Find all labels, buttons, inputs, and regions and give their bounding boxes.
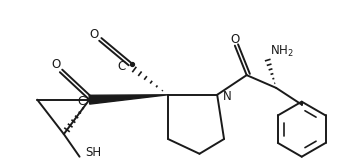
Text: N: N bbox=[223, 90, 232, 103]
Text: O: O bbox=[230, 33, 240, 46]
Text: SH: SH bbox=[86, 146, 101, 159]
Polygon shape bbox=[89, 95, 168, 104]
Text: O: O bbox=[51, 58, 61, 71]
Text: C: C bbox=[77, 95, 86, 108]
Text: O: O bbox=[90, 28, 99, 41]
Text: NH$_2$: NH$_2$ bbox=[270, 44, 294, 59]
Text: C: C bbox=[118, 60, 126, 73]
